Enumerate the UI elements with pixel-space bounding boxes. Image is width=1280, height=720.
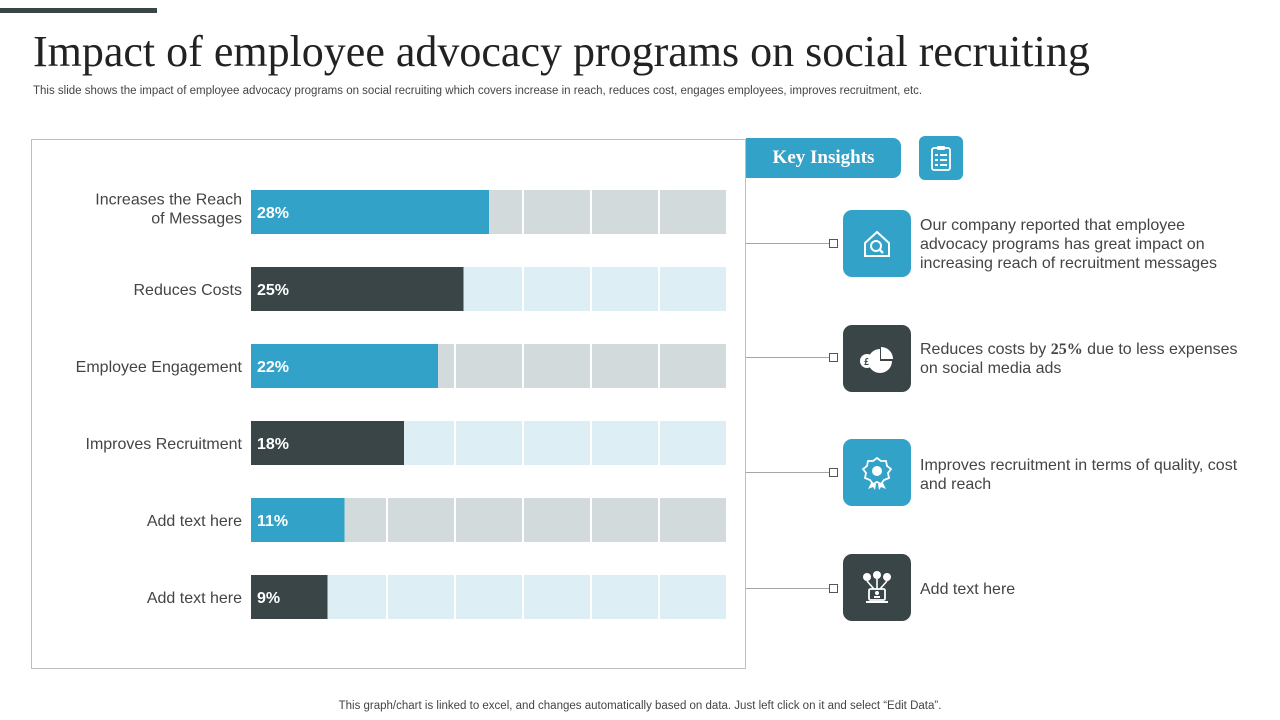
bar-row[interactable]: 18% Improves Recruitment (86, 421, 727, 465)
bar-track-segment (388, 498, 454, 542)
bar-track-segment (524, 575, 590, 619)
footer-note: This graph/chart is linked to excel, and… (338, 700, 942, 712)
bar-track-segment (320, 575, 386, 619)
bar-value-label: 25% (257, 282, 289, 299)
bar-chart[interactable]: 28% Increases the Reach of Messages 25% Redu… (32, 140, 745, 668)
bar-category-label: Increases the Reach (95, 192, 242, 209)
badge-icon (843, 439, 911, 506)
bar-category-label: Improves Recruitment (86, 436, 243, 453)
bar-value-label: 18% (257, 436, 289, 453)
bar[interactable] (251, 190, 489, 234)
connector-dot (829, 353, 838, 362)
bar[interactable] (251, 498, 345, 542)
key-insights-header: Key Insights (746, 138, 901, 178)
bar-track-segment (660, 344, 726, 388)
house-search-icon (843, 210, 911, 277)
bar-track-segment (660, 421, 726, 465)
bar-track-segment (660, 498, 726, 542)
connector-line (746, 472, 834, 473)
insight-text: Improves recruitment in terms of quality… (920, 457, 1238, 493)
connector-line (746, 588, 834, 589)
bar-track-segment (524, 498, 590, 542)
connector-line (746, 357, 834, 358)
insight-text: Reduces costs by 25% due to less expense… (920, 341, 1238, 377)
bar-value-label: 22% (257, 359, 289, 376)
bar-track-segment (524, 421, 590, 465)
bar-track-segment (592, 344, 658, 388)
bar-track-segment (388, 575, 454, 619)
bar-value-label: 11% (257, 513, 288, 530)
bar-track-segment (660, 575, 726, 619)
bar-value-label: 28% (257, 205, 289, 222)
connector-line (746, 243, 834, 244)
bar-category-label: Employee Engagement (76, 359, 243, 376)
bar-row[interactable]: 11% Add text here (147, 498, 726, 542)
coin-pie-chart-icon: £ (843, 325, 911, 392)
bar-row[interactable]: 9% Add text here (147, 575, 726, 619)
bar-track-segment (524, 344, 590, 388)
bar[interactable] (251, 267, 464, 311)
bar-track-segment (456, 498, 522, 542)
bar-track-segment (592, 190, 658, 234)
bar-category-label: Add text here (147, 590, 242, 607)
page-subtitle: This slide shows the impact of employee … (33, 85, 923, 97)
bar-track-segment (456, 344, 522, 388)
chart-frame[interactable]: 28% Increases the Reach of Messages 25% Redu… (31, 139, 746, 669)
page-title: Impact of employee advocacy programs on … (33, 27, 1090, 76)
bar[interactable] (251, 344, 438, 388)
connector-dot (829, 468, 838, 477)
bar-category-label: Reduces Costs (134, 282, 243, 299)
bar-track-segment (456, 421, 522, 465)
insight-text: Our company reported that employee advoc… (920, 217, 1218, 272)
bar-row[interactable]: 28% Increases the Reach of Messages (95, 190, 726, 234)
bar[interactable] (251, 421, 404, 465)
bar-track-segment (592, 498, 658, 542)
top-accent-bar (0, 8, 157, 13)
bar-track-segment (592, 267, 658, 311)
bar-track-segment (456, 575, 522, 619)
connector-dot (829, 584, 838, 593)
bar-track-segment (524, 190, 590, 234)
insight-text: Add text here (920, 581, 1016, 598)
bar-track-segment (592, 421, 658, 465)
clipboard-icon (919, 136, 963, 180)
bar-track-segment (660, 190, 726, 234)
svg-text:£: £ (864, 357, 870, 368)
bar-category-label: Add text here (147, 513, 242, 530)
network-icon (843, 554, 911, 621)
bar-track-segment (592, 575, 658, 619)
bar-track-segment (660, 267, 726, 311)
bar-row[interactable]: 22% Employee Engagement (76, 344, 726, 388)
bar-track-segment (456, 267, 522, 311)
bar-track-segment (524, 267, 590, 311)
bar-category-label: of Messages (151, 211, 242, 228)
bar-value-label: 9% (257, 590, 280, 607)
bar[interactable] (251, 575, 328, 619)
connector-dot (829, 239, 838, 248)
bar-row[interactable]: 25% Reduces Costs (134, 267, 727, 311)
